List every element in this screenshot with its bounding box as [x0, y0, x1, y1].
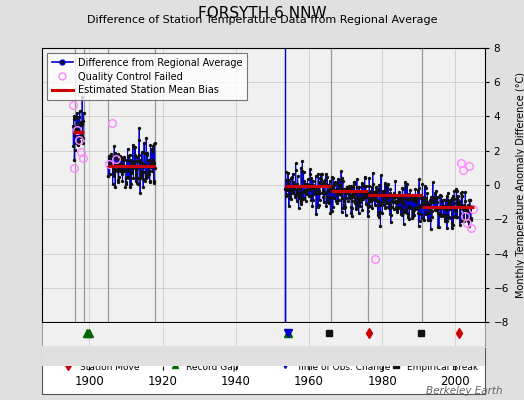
Text: Empirical Break: Empirical Break: [407, 363, 478, 372]
Text: Time of Obs. Change: Time of Obs. Change: [297, 363, 391, 372]
Legend: Difference from Regional Average, Quality Control Failed, Estimated Station Mean: Difference from Regional Average, Qualit…: [47, 53, 247, 100]
Text: Station Move: Station Move: [80, 363, 139, 372]
Text: Berkeley Earth: Berkeley Earth: [427, 386, 503, 396]
Text: FORSYTH 6 NNW: FORSYTH 6 NNW: [198, 6, 326, 21]
Text: Difference of Station Temperature Data from Regional Average: Difference of Station Temperature Data f…: [87, 15, 437, 25]
Text: Record Gap: Record Gap: [186, 363, 238, 372]
Y-axis label: Monthly Temperature Anomaly Difference (°C): Monthly Temperature Anomaly Difference (…: [516, 72, 524, 298]
